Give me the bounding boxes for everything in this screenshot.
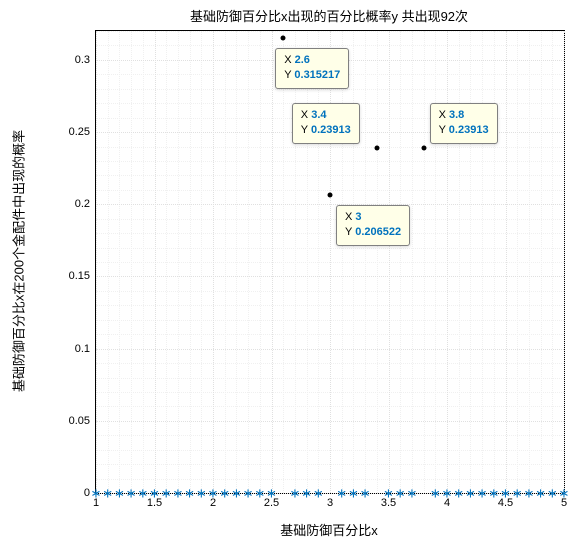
star-marker: ∗ [102,487,113,500]
grid-v [155,31,157,493]
star-marker: ∗ [453,487,464,500]
scatter-chart: 基础防御百分比x出现的百分比概率y 共出现92次 11.522.533.544.… [0,0,583,547]
datatip-y-label: Y [301,124,311,136]
datatip-y-value: 0.23913 [449,124,489,136]
datatip-x-value: 3 [355,211,361,223]
grid-h [96,349,564,351]
grid-v [389,31,391,493]
grid-v [447,31,449,493]
star-marker: ∗ [488,487,499,500]
star-marker: ∗ [219,487,230,500]
star-marker: ∗ [126,487,137,500]
star-marker: ∗ [523,487,534,500]
star-marker: ∗ [137,487,148,500]
data-point [328,192,333,197]
datatip-x-label: X [439,109,449,121]
grid-v [506,31,508,493]
star-marker: ∗ [301,487,312,500]
star-marker: ∗ [535,487,546,500]
datatip-y-value: 0.315217 [294,69,340,81]
datatip-x-label: X [284,54,294,66]
star-marker: ∗ [512,487,523,500]
star-marker: ∗ [559,487,570,500]
star-marker: ∗ [149,487,160,500]
datatip-y-value: 0.206522 [355,226,401,238]
y-tick-label: 0.25 [69,126,90,138]
star-marker: ∗ [547,487,558,500]
data-point [281,35,286,40]
star-marker: ∗ [442,487,453,500]
star-marker: ∗ [500,487,511,500]
chart-title: 基础防御百分比x出现的百分比概率y 共出现92次 [190,6,468,25]
y-tick-container: 00.050.10.150.20.250.3 [36,31,96,493]
data-tip[interactable]: X 2.6Y 0.315217 [275,48,349,89]
star-marker: ∗ [289,487,300,500]
datatip-x-value: 3.4 [311,109,326,121]
star-marker: ∗ [184,487,195,500]
datatip-x-label: X [345,211,355,223]
star-marker: ∗ [395,487,406,500]
star-marker: ∗ [465,487,476,500]
y-tick-label: 0.3 [75,54,90,66]
star-marker: ∗ [231,487,242,500]
data-tip[interactable]: X 3.4Y 0.23913 [292,103,360,144]
star-marker: ∗ [266,487,277,500]
y-axis-label: 基础防御百分比x在200个金配件中出现的概率 [9,130,28,392]
star-marker: ∗ [208,487,219,500]
data-point [374,145,379,150]
y-tick-label: 0.1 [75,343,90,355]
star-marker: ∗ [196,487,207,500]
datatip-y-value: 0.23913 [311,124,351,136]
star-marker: ∗ [91,487,102,500]
star-marker: ∗ [313,487,324,500]
datatip-x-label: X [301,109,311,121]
y-tick-label: 0 [84,487,90,499]
star-marker: ∗ [254,487,265,500]
star-marker: ∗ [243,487,254,500]
datatip-y-label: Y [439,124,449,136]
grid-v [564,31,566,493]
data-point [421,145,426,150]
datatip-y-label: Y [345,226,355,238]
datatip-x-value: 3.8 [449,109,464,121]
star-marker: ∗ [336,487,347,500]
datatip-x-value: 2.6 [295,54,310,66]
grid-h [96,204,564,206]
star-marker: ∗ [360,487,371,500]
star-marker: ∗ [406,487,417,500]
star-marker: ∗ [383,487,394,500]
star-marker: ∗ [114,487,125,500]
x-axis-label: 基础防御百分比x [280,520,378,539]
data-tip[interactable]: X 3.8Y 0.23913 [430,103,498,144]
grid-v [213,31,215,493]
grid-h [96,276,564,278]
x-tick-label: 3 [327,497,333,509]
data-tip[interactable]: X 3Y 0.206522 [336,205,410,246]
plot-area: 11.522.533.544.55 00.050.10.150.20.250.3… [95,30,565,494]
grid-v [96,31,98,493]
datatip-y-label: Y [284,69,294,81]
y-tick-label: 0.15 [69,270,90,282]
y-tick-label: 0.2 [75,198,90,210]
grid-h [96,421,564,423]
y-tick-label: 0.05 [69,415,90,427]
grid-v [330,31,332,493]
star-marker: ∗ [161,487,172,500]
star-marker: ∗ [348,487,359,500]
star-marker: ∗ [430,487,441,500]
star-marker: ∗ [477,487,488,500]
grid-v [272,31,274,493]
star-marker: ∗ [172,487,183,500]
